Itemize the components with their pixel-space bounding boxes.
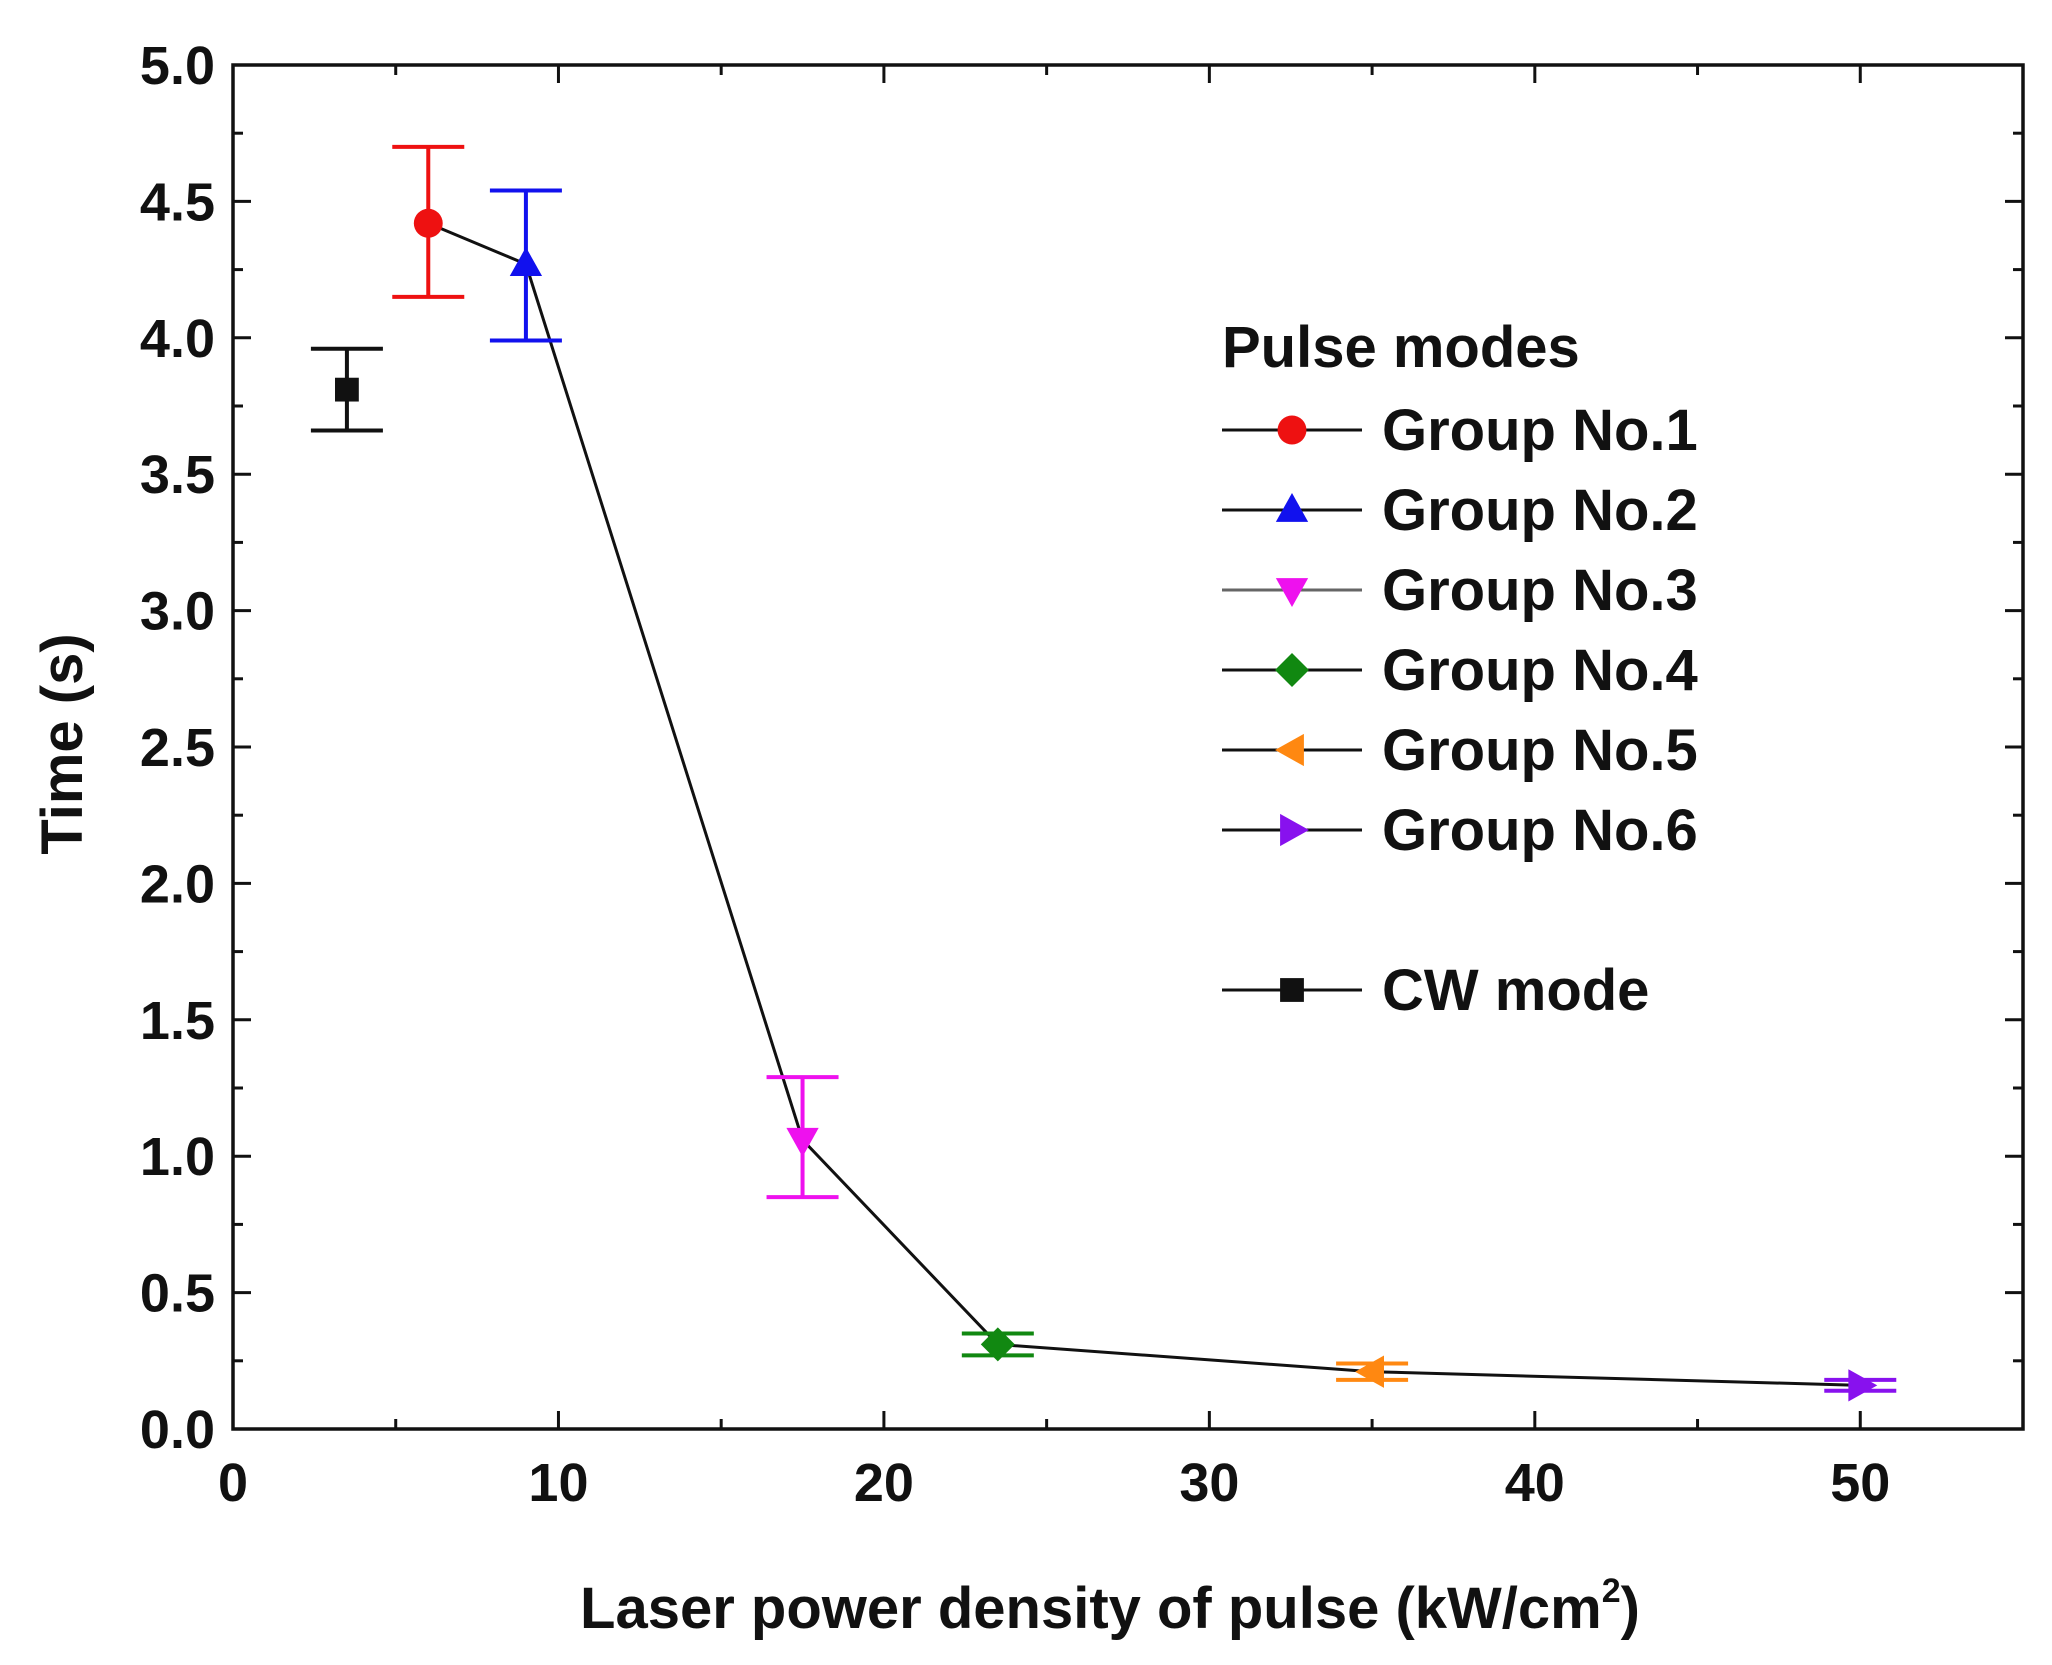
x-axis-title-suffix: ) xyxy=(1621,1576,1640,1641)
legend-entry-7: CW mode xyxy=(1222,958,1649,1023)
plot-frame xyxy=(231,63,2025,1431)
legend-entry-5: Group No.5 xyxy=(1222,718,1698,783)
legend-label: Group No.4 xyxy=(1382,638,1698,703)
legend-label: Group No.3 xyxy=(1382,558,1698,623)
x-axis-title-superscript: 2 xyxy=(1602,1572,1621,1610)
y-tick-label: 5.0 xyxy=(140,36,215,96)
y-tick-label: 3.0 xyxy=(140,582,215,642)
y-tick-label: 4.5 xyxy=(140,172,215,232)
legend-entry-4: Group No.4 xyxy=(1222,638,1698,703)
y-axis-title: Time (s) xyxy=(30,633,95,854)
axes: 0.0 0.5 1.0 1.5 2.0 2.5 3.0 3.5 4.0 4.5 5.0 0 10 20 30… xyxy=(140,36,2025,1513)
data-point-1 xyxy=(392,144,465,299)
data-point-2 xyxy=(489,188,562,343)
plot-area xyxy=(310,144,1897,1402)
marker-triangle-left xyxy=(1355,1355,1384,1388)
x-tick-label: 40 xyxy=(1505,1453,1565,1513)
legend: Pulse modes Group No.1 Group No.2 Group No.… xyxy=(1222,315,1698,1023)
legend-entry-1: Group No.1 xyxy=(1222,398,1698,463)
x-axis-title: Laser power density of pulse (kW/cm2) xyxy=(580,1572,1640,1641)
data-point-7 xyxy=(310,346,383,433)
legend-entry-2: Group No.2 xyxy=(1222,478,1698,543)
x-tick-label: 20 xyxy=(854,1453,914,1513)
legend-marker-diamond xyxy=(1275,653,1309,687)
legend-marker-triangle-down xyxy=(1275,578,1309,607)
legend-marker-triangle-up xyxy=(1275,493,1309,522)
y-tick-label: 0.0 xyxy=(140,1400,215,1460)
y-tick-label: 3.5 xyxy=(140,445,215,505)
x-axis-title-main: Laser power density of pulse (kW/cm xyxy=(580,1576,1602,1641)
legend-title: Pulse modes xyxy=(1222,315,1580,380)
data-point-4 xyxy=(961,1327,1034,1362)
legend-label: CW mode xyxy=(1382,958,1649,1023)
x-tick-label: 10 xyxy=(528,1453,588,1513)
legend-entry-3: Group No.3 xyxy=(1222,558,1698,623)
marker-diamond xyxy=(980,1327,1015,1362)
legend-entry-6: Group No.6 xyxy=(1222,798,1698,863)
y-tick-label: 2.0 xyxy=(140,854,215,914)
x-tick-label: 50 xyxy=(1830,1453,1890,1513)
data-point-6 xyxy=(1824,1369,1897,1402)
x-tick-label: 30 xyxy=(1179,1453,1239,1513)
legend-label: Group No.2 xyxy=(1382,478,1698,543)
marker-triangle-up xyxy=(509,247,543,277)
marker-square xyxy=(335,377,359,402)
legend-marker-triangle-left xyxy=(1275,733,1304,767)
legend-marker-circle xyxy=(1277,415,1307,445)
y-tick-label: 2.5 xyxy=(140,718,215,778)
legend-label: Group No.5 xyxy=(1382,718,1698,783)
legend-marker-square xyxy=(1280,978,1304,1002)
marker-triangle-right xyxy=(1848,1369,1878,1402)
y-tick-label: 1.0 xyxy=(140,1127,215,1187)
y-tick-label: 1.5 xyxy=(140,991,215,1051)
legend-label: Group No.6 xyxy=(1382,798,1698,863)
x-tick-label: 0 xyxy=(218,1453,248,1513)
data-point-3 xyxy=(766,1075,839,1200)
legend-marker-triangle-right xyxy=(1280,813,1309,847)
marker-circle xyxy=(413,208,443,238)
legend-label: Group No.1 xyxy=(1382,398,1698,463)
connecting-line xyxy=(427,221,1861,1387)
y-tick-label: 0.5 xyxy=(140,1264,215,1324)
data-point-5 xyxy=(1336,1355,1409,1388)
marker-triangle-down xyxy=(786,1127,819,1157)
y-tick-label: 4.0 xyxy=(140,309,215,369)
